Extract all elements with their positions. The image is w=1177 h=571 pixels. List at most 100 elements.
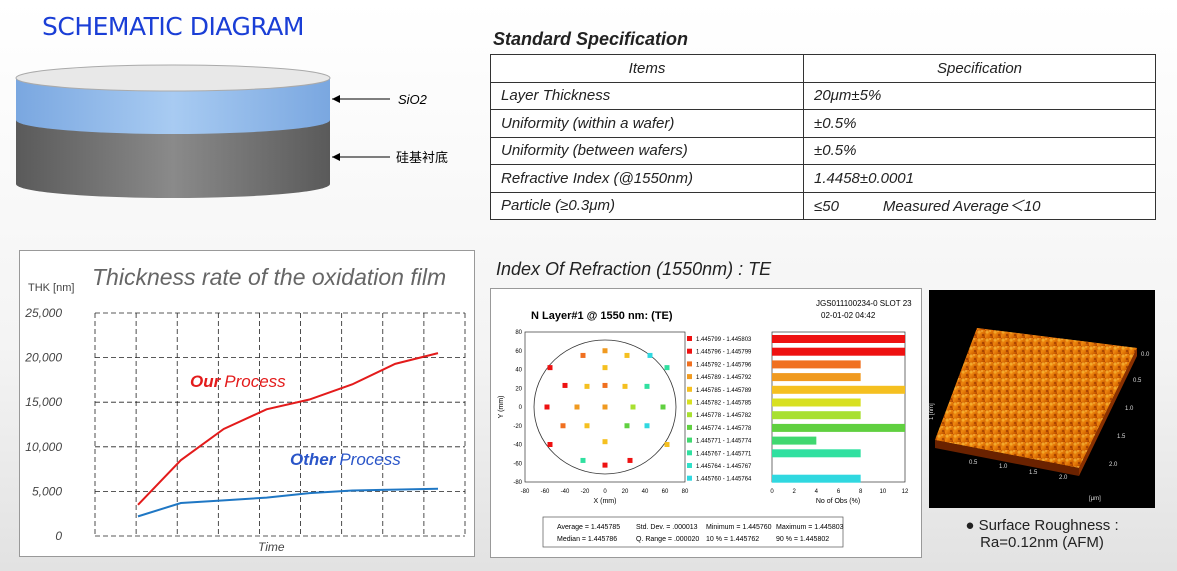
- legend-swatch: [687, 412, 692, 418]
- bin-label: 1.445782 - 1.445785: [696, 401, 752, 407]
- stat-median: Median = 1.445786: [557, 536, 617, 543]
- map-point: [624, 423, 630, 429]
- refraction-title: Index Of Refraction (1550nm) : TE: [496, 259, 772, 279]
- spec-value: ±0.5%: [803, 109, 1156, 138]
- map-y-tick: 0: [519, 405, 523, 411]
- map-x-tick: 0: [603, 489, 607, 495]
- thickness-chart-panel: THK [nm] Thickness rate of the oxidation…: [19, 250, 475, 557]
- map-x-tick: -40: [561, 489, 570, 495]
- histogram-bar: [772, 449, 861, 458]
- afm-image-panel: 0.5 1.0 1.5 2.0 0.0 0.5 1.0 1.5 2.0 1 [nm] [μm]: [929, 290, 1155, 508]
- map-x-tick: 20: [622, 489, 629, 495]
- spec-item: Uniformity (within a wafer): [490, 109, 804, 138]
- afm-x-tick: 0.5: [969, 460, 978, 466]
- map-y-label: Y (mm): [498, 396, 505, 419]
- map-y-tick: -60: [513, 461, 522, 467]
- spec-value: 20μm±5%: [803, 81, 1156, 110]
- spec-header-row: Items Specification: [490, 54, 1156, 83]
- map-x-tick: 40: [642, 489, 649, 495]
- map-y-tick: -40: [513, 443, 522, 449]
- bin-label: 1.445774 - 1.445778: [696, 426, 752, 432]
- wafer-map-frame: [524, 331, 686, 483]
- bin-label: 1.445796 - 1.445799: [696, 350, 752, 356]
- stat-std: Std. Dev. = .000013: [636, 524, 698, 531]
- stat-average: Average = 1.445785: [557, 524, 620, 531]
- afm-x-tick: 2.0: [1059, 475, 1068, 481]
- chart-xlabel: Time: [258, 540, 285, 554]
- histogram-bar: [772, 398, 861, 407]
- map-x-tick: 60: [662, 489, 669, 495]
- legend-other-process: Other Process: [290, 450, 401, 469]
- stat-p90: 90 % = 1.445802: [776, 536, 829, 543]
- series-line: [137, 352, 439, 506]
- substrate-layer: [16, 120, 330, 198]
- legend-other-bold: Other: [290, 450, 337, 469]
- legend-our-bold: Our: [190, 372, 222, 391]
- bin-label: 1.445778 - 1.445782: [696, 413, 752, 419]
- histogram-bar: [772, 436, 817, 445]
- map-point: [602, 382, 608, 388]
- spec-item: Particle (≥0.3μm): [490, 191, 804, 220]
- histogram-bar: [772, 335, 905, 343]
- map-x-tick: 80: [682, 489, 689, 495]
- map-point: [630, 404, 636, 410]
- map-point: [664, 442, 670, 447]
- bin-label: 1.445789 - 1.445792: [696, 375, 752, 381]
- refr-date: 02-01-02 04:42: [821, 311, 876, 320]
- bin-label: 1.445771 - 1.445774: [696, 439, 752, 445]
- stat-p10: 10 % = 1.445762: [706, 536, 759, 543]
- bullet-icon: ●: [965, 517, 975, 534]
- hist-x-tick: 4: [815, 489, 819, 495]
- legend-swatch: [687, 424, 692, 430]
- map-x-tick: -80: [521, 489, 530, 495]
- spec-table: Items Specification Layer Thickness 20μm±…: [490, 54, 1156, 220]
- histogram-bar: [772, 347, 905, 356]
- map-point: [562, 382, 568, 388]
- spec-row: Layer Thickness 20μm±5%: [490, 81, 1156, 110]
- wafer-top: [15, 64, 331, 92]
- map-point: [664, 365, 670, 371]
- sio2-label: SiO2: [398, 92, 428, 107]
- spec-header-specification: Specification: [803, 54, 1156, 83]
- chart-title: Thickness rate of the oxidation film: [92, 264, 446, 290]
- y-tick-label: 15,000: [25, 395, 62, 409]
- spec-row: Uniformity (within a wafer) ±0.5%: [490, 109, 1156, 138]
- y-tick-label: 0: [55, 529, 62, 543]
- map-y-tick: 60: [515, 349, 522, 355]
- afm-y-tick: 1.5: [1117, 434, 1126, 440]
- map-point: [624, 352, 630, 358]
- spec-value-extra: Measured Average＜10: [882, 198, 1041, 216]
- legend-our-process: Our Process: [190, 372, 286, 391]
- afm-x-tick: 1.5: [1029, 470, 1038, 476]
- hist-x-tick: 6: [837, 489, 841, 495]
- legend-swatch: [687, 386, 692, 392]
- spec-row: Uniformity (between wafers) ±0.5%: [490, 136, 1156, 165]
- spec-item: Refractive Index (@1550nm): [490, 164, 804, 193]
- wafer-outline: [533, 339, 677, 475]
- legend-our-rest: Process: [224, 372, 286, 391]
- stat-maximum: Maximum = 1.445803: [776, 524, 844, 531]
- map-y-tick: 20: [515, 386, 522, 392]
- spec-item: Layer Thickness: [490, 81, 804, 110]
- wafer-schematic: SiO2 硅基衬底: [15, 64, 448, 198]
- map-point: [660, 404, 666, 410]
- bin-label: 1.445785 - 1.445789: [696, 388, 752, 394]
- substrate-label: 硅基衬底: [396, 150, 448, 165]
- afm-y-tick: 2.0: [1109, 462, 1118, 468]
- hist-x-tick: 10: [879, 489, 886, 495]
- afm-x-tick: 1.0: [999, 464, 1008, 470]
- map-point: [644, 383, 650, 389]
- legend-swatch: [687, 437, 692, 443]
- y-tick-label: 25,000: [24, 306, 62, 320]
- map-point: [560, 423, 566, 429]
- bin-label: 1.445764 - 1.445767: [696, 464, 752, 470]
- spec-value: ±0.5%: [803, 136, 1156, 165]
- spec-value: 1.4458±0.0001: [803, 164, 1156, 193]
- spec-header-items: Items: [490, 54, 804, 83]
- legend-swatch: [687, 450, 692, 456]
- bin-label: 1.445792 - 1.445796: [696, 362, 752, 368]
- histogram-bar: [772, 373, 861, 382]
- hist-x-tick: 0: [770, 489, 774, 495]
- histogram-bar: [772, 411, 861, 420]
- map-x-tick: -60: [541, 489, 550, 495]
